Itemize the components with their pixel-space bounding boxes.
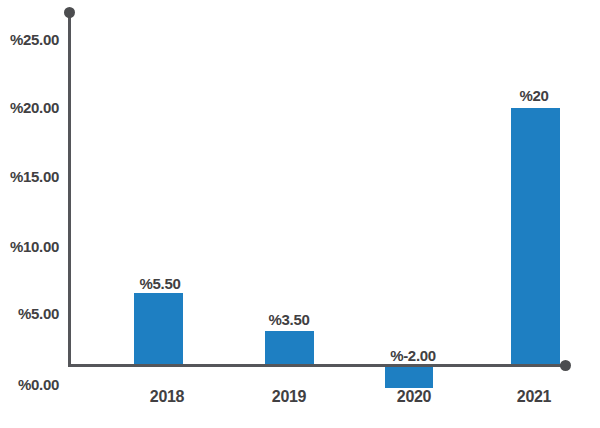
x-category-label: 2021: [517, 389, 551, 405]
y-tick-label: %20.00: [0, 100, 59, 115]
bar-2020-negative: [385, 367, 433, 388]
y-tick-label: %10.00: [0, 239, 59, 254]
y-tick-label: %25.00: [0, 32, 59, 47]
bar-2019: [265, 331, 314, 364]
x-axis-line: [68, 364, 567, 367]
x-axis-end-dot: [560, 360, 571, 371]
bar-value-label: %5.50: [139, 276, 180, 291]
x-category-label: 2018: [150, 389, 184, 405]
y-axis-line: [68, 12, 71, 367]
bar-value-label: %20: [519, 88, 548, 103]
bar-2018: [134, 293, 183, 364]
bar-value-label: %3.50: [268, 312, 309, 327]
x-category-label: 2019: [272, 389, 306, 405]
y-tick-label: %5.00: [0, 306, 59, 321]
bar-value-label: %-2.00: [390, 348, 436, 363]
x-category-label: 2020: [397, 389, 431, 405]
y-tick-label: %15.00: [0, 169, 59, 184]
bar-chart: %25.00 %20.00 %15.00 %10.00 %5.00 %0.00 …: [0, 0, 600, 428]
bar-2021: [511, 108, 560, 364]
y-tick-label: %0.00: [0, 377, 59, 392]
y-axis-end-dot: [64, 7, 75, 18]
